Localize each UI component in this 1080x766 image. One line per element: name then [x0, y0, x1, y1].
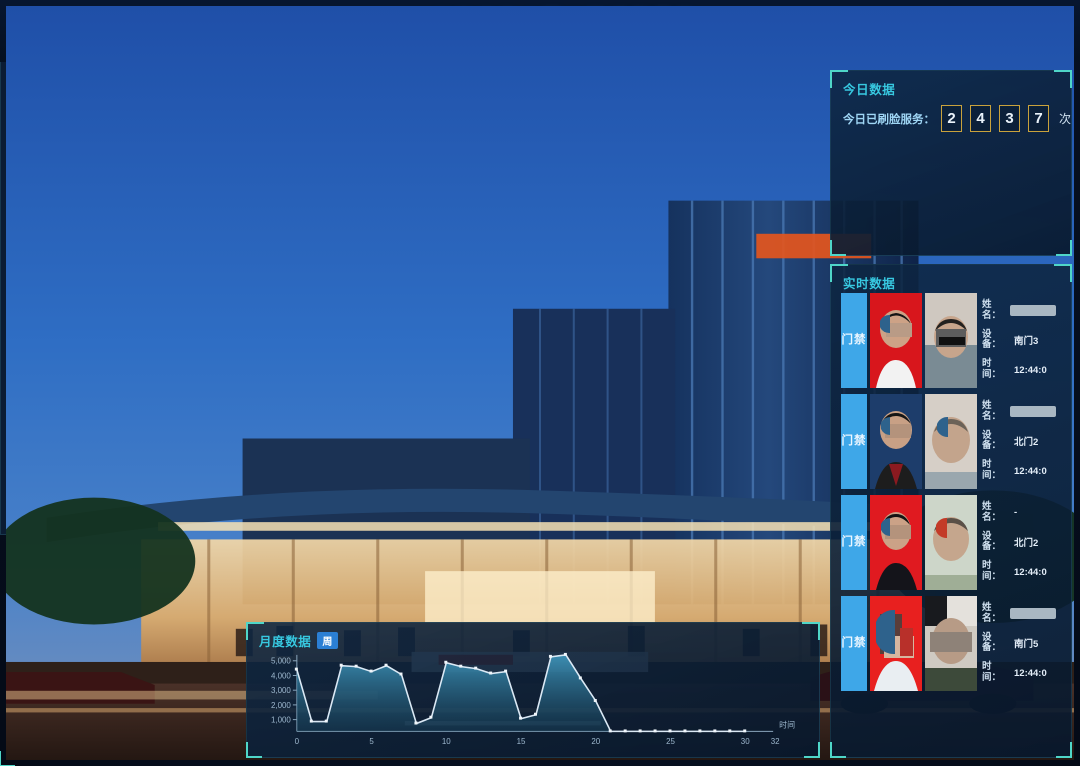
field-label-time: 时间： — [982, 358, 1002, 381]
record-time-value: 12:44:0 — [1014, 364, 1047, 376]
record-device-row: 设备： 北门2 — [982, 429, 1065, 453]
record-name-row: 姓名： — [982, 601, 1065, 625]
record-device-row: 设备： 南门5 — [982, 631, 1065, 655]
monthly-area-chart[interactable]: 5,000 4,000 3,000 2,000 1,000 — [255, 649, 813, 751]
record-photo-captured — [925, 495, 977, 590]
count-digit: 3 — [998, 105, 1020, 132]
record-photo-registered — [870, 495, 922, 590]
record-name-row: 姓名： — [982, 298, 1065, 322]
panel-realtime-data: 实时数据 门禁 — [830, 264, 1072, 758]
svg-text:3,000: 3,000 — [271, 686, 292, 695]
record-device-value: 北门2 — [1014, 538, 1039, 550]
record-time-row: 时间： 12:44:0 — [982, 560, 1065, 583]
record-photo-captured — [925, 293, 977, 388]
monthly-week-toggle[interactable]: 周 — [317, 632, 339, 649]
tag-text: 门禁 — [841, 434, 867, 447]
field-label-time: 时间： — [982, 459, 1002, 482]
record-device-value: 南门3 — [1014, 336, 1039, 348]
today-face-service-count: 今日已刷脸服务： 2 4 3 7 次 — [843, 105, 1071, 132]
panel-monthly-data: 月度数据周 5,000 4 — [246, 622, 820, 758]
field-label-time: 时间： — [982, 661, 1002, 684]
count-digit: 2 — [940, 105, 962, 132]
svg-text:1,000: 1,000 — [271, 716, 292, 725]
record-device-value: 北门2 — [1014, 437, 1039, 449]
record-time-value: 12:44:0 — [1014, 465, 1047, 477]
list-item[interactable]: 门禁 — [841, 293, 1065, 388]
record-photo-captured — [925, 596, 977, 691]
field-label-device: 设备： — [982, 328, 1002, 351]
svg-text:5,000: 5,000 — [271, 657, 292, 666]
list-item[interactable]: 门禁 — [841, 495, 1065, 590]
monthly-title-text: 月度数据 — [259, 635, 312, 649]
svg-text:30: 30 — [741, 737, 750, 746]
svg-text:0: 0 — [295, 737, 300, 746]
record-name-value — [1010, 608, 1056, 620]
field-label-name: 姓名： — [982, 601, 1002, 624]
record-info: 姓名： 设备： 南门3 时间： 12:44:0 — [982, 293, 1065, 388]
field-label-device: 设备： — [982, 631, 1002, 654]
svg-text:20: 20 — [591, 737, 600, 746]
count-digit: 7 — [1027, 105, 1049, 132]
tag-text: 门禁 — [841, 636, 867, 649]
count-unit: 次 — [1058, 112, 1071, 126]
field-label-device: 设备： — [982, 429, 1002, 452]
record-time-row: 时间： 12:44:0 — [982, 661, 1065, 684]
record-device-row: 设备： 南门3 — [982, 328, 1065, 352]
svg-text:32: 32 — [771, 737, 780, 746]
field-label-name: 姓名： — [982, 500, 1002, 523]
count-digit: 4 — [969, 105, 991, 132]
list-item[interactable]: 门禁 — [841, 394, 1065, 489]
record-name-value: - — [1014, 507, 1018, 519]
field-label-device: 设备： — [982, 530, 1002, 553]
field-label-name: 姓名： — [982, 399, 1002, 422]
record-name-row: 姓名： - — [982, 500, 1065, 524]
record-name-row: 姓名： — [982, 399, 1065, 423]
record-photo-registered — [870, 293, 922, 388]
panel-today-data: 今日数据 今日已刷脸服务： 2 4 3 7 次 — [830, 70, 1072, 256]
record-name-value — [1010, 305, 1056, 317]
tag-text: 门禁 — [841, 535, 867, 548]
field-label-name: 姓名： — [982, 298, 1002, 321]
tag-text: 门禁 — [841, 333, 867, 346]
panel-title-today: 今日数据 — [843, 83, 896, 97]
record-time-row: 时间： 12:44:0 — [982, 358, 1065, 381]
svg-text:2,000: 2,000 — [271, 701, 292, 710]
record-time-value: 12:44:0 — [1014, 566, 1047, 578]
list-item[interactable]: 门禁 — [841, 596, 1065, 691]
record-type-tag: 门禁 — [841, 596, 867, 691]
record-time-row: 时间： 12:44:0 — [982, 459, 1065, 482]
svg-text:10: 10 — [442, 737, 451, 746]
svg-text:25: 25 — [666, 737, 675, 746]
svg-text:4,000: 4,000 — [271, 671, 292, 680]
record-name-value — [1010, 406, 1056, 418]
record-device-value: 南门5 — [1014, 639, 1039, 651]
today-label: 今日已刷脸服务： — [843, 113, 935, 126]
record-device-row: 设备： 北门2 — [982, 530, 1065, 554]
record-time-value: 12:44:0 — [1014, 667, 1047, 679]
record-info: 姓名： 设备： 南门5 时间： 12:44:0 — [982, 596, 1065, 691]
realtime-record-list: 门禁 — [841, 293, 1065, 697]
record-type-tag: 门禁 — [841, 394, 867, 489]
record-type-tag: 门禁 — [841, 293, 867, 388]
svg-text:时间: 时间 — [779, 720, 795, 730]
record-info: 姓名： 设备： 北门2 时间： 12:44:0 — [982, 394, 1065, 489]
record-photo-registered — [870, 596, 922, 691]
record-photo-captured — [925, 394, 977, 489]
panel-title-realtime: 实时数据 — [843, 277, 896, 291]
panel-title-monthly: 月度数据周 — [259, 631, 339, 650]
record-photo-registered — [870, 394, 922, 489]
field-label-time: 时间： — [982, 560, 1002, 583]
record-type-tag: 门禁 — [841, 495, 867, 590]
svg-text:15: 15 — [517, 737, 526, 746]
record-info: 姓名： - 设备： 北门2 时间： 12:44:0 — [982, 495, 1065, 590]
svg-text:5: 5 — [369, 737, 374, 746]
